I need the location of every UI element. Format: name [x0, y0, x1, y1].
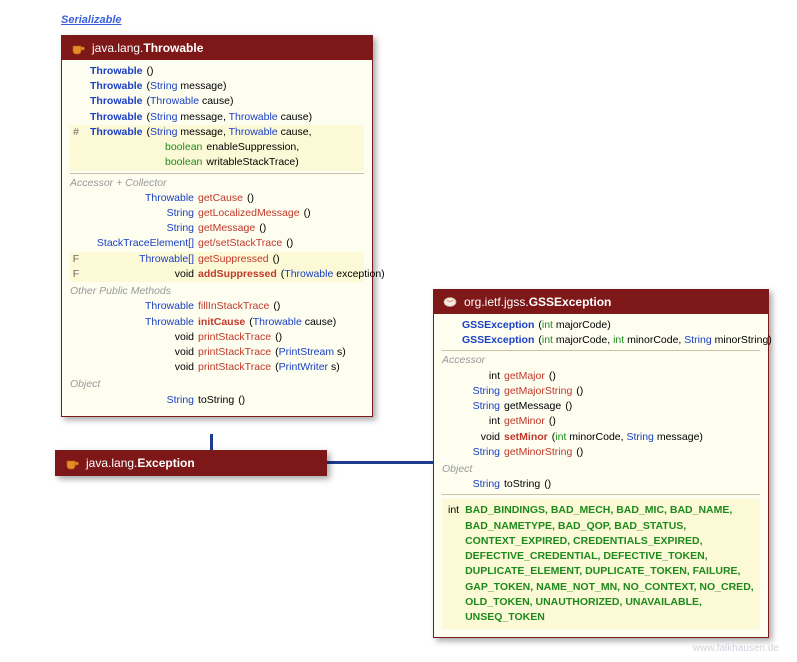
member-row: ThrowablegetCause (): [70, 191, 364, 206]
java-cup-icon: [64, 455, 80, 471]
class-box-gss: org.ietf.jgss.GSSException GSSException …: [433, 289, 769, 638]
constants-block: int BAD_BINDINGS, BAD_MECH, BAD_MIC, BAD…: [442, 499, 760, 629]
divider: [442, 350, 760, 351]
class-header-throwable: java.lang.Throwable: [62, 36, 372, 60]
exception-pkg: java.lang.: [86, 456, 137, 470]
member-row: StringgetMessage (): [70, 221, 364, 236]
member-row: StringgetMajorString (): [442, 384, 760, 399]
throwable-pkg: java.lang.: [92, 41, 143, 55]
member-row: voidprintStackTrace (PrintWriter s): [70, 360, 364, 375]
member-row: intgetMajor (): [442, 369, 760, 384]
member-row: FThrowable[]getSuppressed (): [70, 252, 364, 267]
section-accessor: Accessor + Collector: [70, 176, 364, 191]
member-row: StackTraceElement[]get/setStackTrace (): [70, 236, 364, 251]
gss-body: GSSException (int majorCode)GSSException…: [434, 314, 768, 637]
member-row: ThrowableinitCause (Throwable cause): [70, 315, 364, 330]
throwable-body: Throwable ()Throwable (String message)Th…: [62, 60, 372, 416]
member-row: FvoidaddSuppressed (Throwable exception): [70, 267, 364, 282]
member-row: Throwable (String message): [70, 79, 364, 94]
constants-list: BAD_BINDINGS, BAD_MECH, BAD_MIC, BAD_NAM…: [465, 503, 754, 625]
divider: [70, 173, 364, 174]
section-other: Other Public Methods: [70, 284, 364, 299]
gss-pkg: org.ietf.jgss.: [464, 295, 529, 309]
member-row: GSSException (int majorCode, int minorCo…: [442, 333, 760, 348]
class-box-throwable: java.lang.Throwable Throwable ()Throwabl…: [61, 35, 373, 417]
section-object: Object: [70, 377, 364, 392]
watermark: www.falkhausen.de: [693, 643, 779, 654]
class-header-gss: org.ietf.jgss.GSSException: [434, 290, 768, 314]
member-row: #Throwable (String message, Throwable ca…: [70, 125, 364, 140]
member-row: StringgetLocalizedMessage (): [70, 206, 364, 221]
member-row: Throwable (String message, Throwable cau…: [70, 110, 364, 125]
java-cup-icon: [70, 40, 86, 56]
section-accessor: Accessor: [442, 353, 760, 368]
serializable-label: Serializable: [61, 14, 122, 26]
member-row: GSSException (int majorCode): [442, 318, 760, 333]
member-row: Throwable (): [70, 64, 364, 79]
member-row: voidprintStackTrace (): [70, 330, 364, 345]
class-box-exception: java.lang.Exception: [55, 450, 327, 476]
member-row: Throwable (Throwable cause): [70, 94, 364, 109]
member-row: boolean enableSuppression,: [70, 140, 364, 155]
member-row: voidsetMinor (int minorCode, String mess…: [442, 430, 760, 445]
member-row: StringtoString (): [70, 393, 364, 408]
member-row: ThrowablefillInStackTrace (): [70, 299, 364, 314]
gss-name: GSSException: [529, 295, 612, 309]
member-row: voidprintStackTrace (PrintStream s): [70, 345, 364, 360]
member-row: boolean writableStackTrace): [70, 155, 364, 170]
member-row: StringgetMinorString (): [442, 445, 760, 460]
exception-name: Exception: [137, 456, 194, 470]
bean-icon: [442, 294, 458, 310]
constants-type: int: [448, 503, 459, 518]
member-row: StringtoString (): [442, 477, 760, 492]
member-row: StringgetMessage (): [442, 399, 760, 414]
connector-exception-gss-h: [327, 461, 435, 464]
throwable-name: Throwable: [143, 41, 203, 55]
member-row: intgetMinor (): [442, 414, 760, 429]
section-object: Object: [442, 462, 760, 477]
divider: [442, 494, 760, 495]
